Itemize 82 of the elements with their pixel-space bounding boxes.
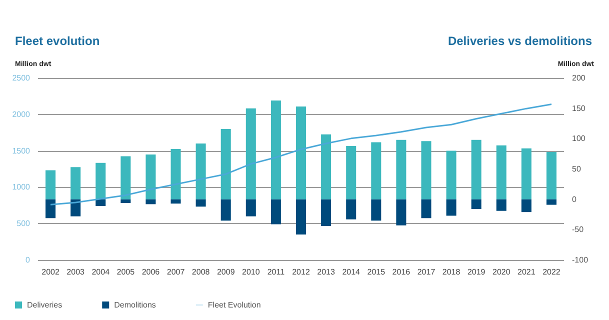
y2-tick-label: 50 [572, 164, 582, 174]
y-tick-label: 1000 [12, 182, 31, 192]
bar [146, 199, 156, 204]
x-tick-label: 2016 [392, 268, 411, 276]
x-tick-label: 2004 [92, 268, 110, 276]
bar [546, 152, 556, 200]
bar [446, 150, 456, 200]
x-tick-label: 2022 [542, 268, 561, 276]
x-tick-label: 2021 [518, 268, 536, 276]
y2-tick-label: -50 [572, 225, 584, 234]
bar [220, 199, 231, 221]
bar [421, 199, 432, 218]
bar [46, 199, 56, 218]
bar [196, 144, 206, 200]
bar [270, 100, 281, 200]
bar [521, 148, 532, 200]
bar [196, 199, 206, 207]
bar [396, 140, 406, 200]
x-tick-label: 2011 [267, 268, 286, 276]
x-tick-label: 2002 [42, 268, 60, 276]
bar [70, 199, 81, 216]
bar [96, 162, 106, 200]
bar [321, 134, 332, 200]
y2-tick-label: -100 [572, 256, 589, 264]
x-tick-label: 2013 [317, 268, 336, 276]
bar [70, 167, 81, 200]
bar [546, 199, 556, 205]
bar [346, 199, 356, 220]
x-tick-label: 2020 [492, 268, 511, 276]
bar [220, 128, 231, 200]
y2-tick-label: 0 [572, 194, 577, 204]
x-tick-label: 2010 [242, 268, 260, 276]
bar [170, 148, 181, 200]
y-tick-label: 0 [26, 256, 31, 264]
x-tick-label: 2008 [192, 268, 210, 276]
y-tick-label: 2500 [12, 74, 31, 82]
legend-label: Demolitions [114, 300, 156, 310]
x-tick-label: 2005 [116, 268, 136, 276]
bar [496, 145, 506, 200]
y2-tick-label: 100 [572, 134, 586, 144]
x-tick-label: 2014 [342, 268, 361, 276]
x-tick-label: 2019 [467, 268, 486, 276]
x-tick-label: 2017 [417, 268, 436, 276]
y-tick-label: 2000 [12, 110, 31, 119]
bar [170, 199, 181, 204]
bar [321, 199, 332, 226]
bar [446, 199, 456, 216]
bar [396, 199, 406, 226]
bar [146, 154, 156, 200]
bar [270, 199, 281, 224]
bar [120, 199, 131, 203]
bar [346, 146, 356, 200]
chart-subtitle: Deliveries vs demolitions [448, 34, 592, 48]
bar [471, 140, 482, 200]
x-tick-label: 2015 [367, 268, 386, 276]
bar [296, 199, 306, 235]
chart-title: Fleet evolution [15, 34, 100, 48]
bar [296, 106, 306, 200]
y-tick-label: 1500 [12, 146, 31, 156]
bar [371, 142, 382, 200]
x-tick-label: 2006 [142, 268, 160, 276]
bar [246, 108, 256, 200]
y2-tick-label: 200 [572, 74, 586, 82]
bar [471, 199, 482, 210]
bar [120, 156, 131, 200]
bar [521, 199, 532, 212]
bar [96, 199, 106, 206]
y-tick-label: 500 [16, 219, 31, 228]
legend-label: Fleet Evolution [208, 300, 261, 310]
bar [371, 199, 382, 221]
x-tick-label: 2018 [442, 268, 461, 276]
x-tick-label: 2012 [292, 268, 310, 276]
legend-label: Deliveries [27, 300, 62, 310]
x-tick-label: 2003 [66, 268, 86, 276]
x-tick-label: 2009 [216, 268, 236, 276]
bar [246, 199, 256, 216]
y2-tick-label: 150 [572, 104, 586, 113]
line-series [50, 103, 552, 206]
bar [46, 170, 56, 200]
x-tick-label: 2007 [166, 268, 186, 276]
bar [496, 199, 506, 211]
bar [421, 141, 432, 200]
